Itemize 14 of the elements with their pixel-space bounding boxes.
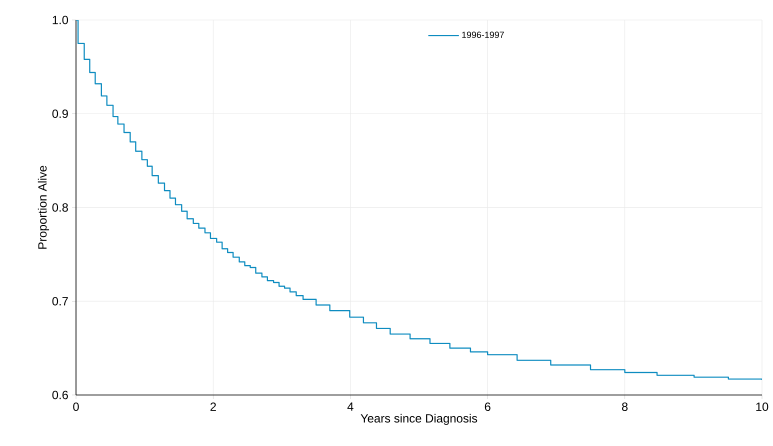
y-axis-title: Proportion Alive	[38, 166, 50, 249]
x-tick-label: 10	[756, 402, 768, 411]
x-tick-label: 8	[622, 402, 628, 411]
y-tick-label: 0.7	[52, 297, 68, 306]
legend-label: 1996-1997	[462, 32, 504, 38]
x-tick-label: 4	[347, 402, 354, 411]
y-tick-label: 0.6	[52, 390, 68, 400]
y-tick-label: 0.8	[52, 203, 68, 212]
x-tick-label: 6	[484, 402, 490, 411]
y-tick-label: 0.9	[52, 110, 68, 118]
x-tick-label: 2	[210, 402, 216, 411]
x-axis-title: Years since Diagnosis	[360, 414, 478, 425]
x-tick-label: 0	[73, 402, 79, 411]
y-tick-label: 1.0	[52, 16, 68, 24]
